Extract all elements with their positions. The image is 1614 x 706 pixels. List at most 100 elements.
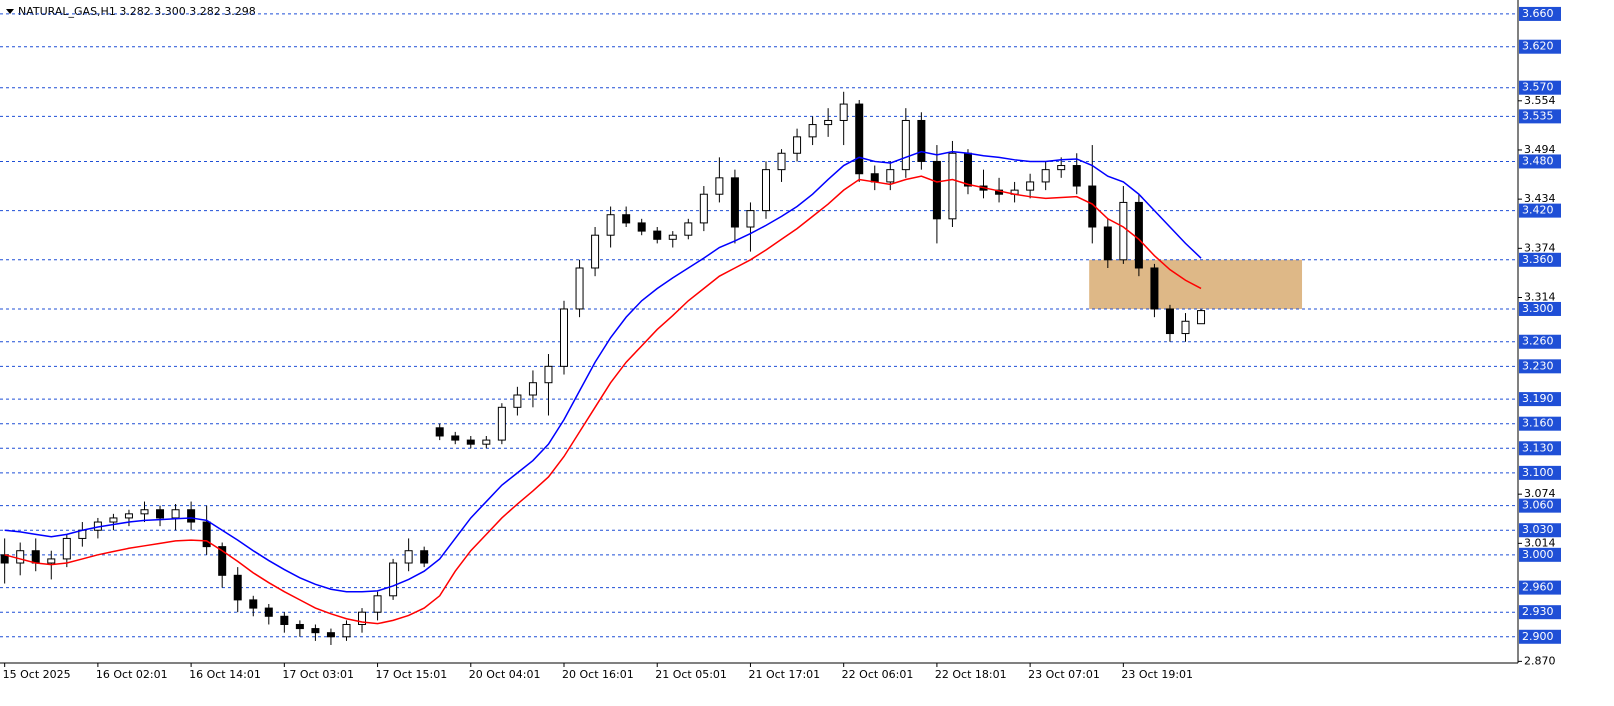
candle-body [373,595,382,613]
candle-body [730,177,739,228]
candle-body [295,623,304,630]
title-triangle [6,9,14,14]
candle-body [1165,308,1174,335]
x-tick-label: 23 Oct 19:01 [1121,668,1193,681]
candle-body [16,550,25,564]
candle-body [1181,320,1190,335]
level-box [1519,580,1561,595]
level-label: 3.130 [1522,441,1554,454]
candle-body [528,382,537,396]
candle-body [932,160,941,220]
candle-body [560,308,569,367]
level-box [1519,547,1561,562]
candle-body [1150,267,1159,310]
level-box [1519,154,1561,169]
candle-body [404,550,413,564]
candle-body [622,214,631,224]
x-tick-label: 16 Oct 02:01 [96,668,168,681]
candle-body [326,632,335,638]
x-tick-label: 15 Oct 2025 [3,668,71,681]
level-box [1519,629,1561,644]
level-label: 3.420 [1522,204,1554,217]
candle-body [761,169,770,212]
candle-body [591,234,600,269]
candle-body [513,394,522,408]
level-box [1519,39,1561,54]
candle-body [699,193,708,224]
candle-body [1197,310,1206,325]
candle-body [187,509,196,523]
x-tick-label: 23 Oct 07:01 [1028,668,1100,681]
level-box [1519,416,1561,431]
candle-body [1119,201,1128,261]
level-label: 3.100 [1522,466,1554,479]
candle-body [218,546,227,576]
candle-body [1103,226,1112,261]
candle-body [917,119,926,162]
level-box [1519,334,1561,349]
level-label: 3.160 [1522,417,1554,430]
candle-body [1072,165,1081,187]
level-box [1519,252,1561,267]
candle-body [777,152,786,171]
candle-body [668,234,677,240]
x-tick-label: 20 Oct 16:01 [562,668,634,681]
candle-body [31,550,40,564]
candle-body [606,214,615,236]
candle-body [124,513,133,519]
level-label: 2.900 [1522,630,1554,643]
level-label: 2.960 [1522,581,1554,594]
x-tick-label: 22 Oct 06:01 [842,668,914,681]
level-label: 3.230 [1522,359,1554,372]
candle-body [264,607,273,617]
y-tick-label: 3.074 [1524,487,1556,500]
x-tick-label: 22 Oct 18:01 [935,668,1007,681]
level-box [1519,392,1561,407]
candle-body [466,439,475,445]
moving-average [4,150,1202,593]
candle-body [202,521,211,548]
candle-body [156,509,165,519]
level-label: 3.260 [1522,335,1554,348]
candle-body [824,119,833,126]
candle-body [1026,181,1035,191]
candle-body [311,628,320,634]
level-box [1519,441,1561,456]
candle-body [886,169,895,183]
x-tick-label: 16 Oct 14:01 [189,668,261,681]
level-label: 3.480 [1522,154,1554,167]
candle-body [963,152,972,187]
y-tick-label: 3.554 [1524,94,1556,107]
candle-body [637,222,646,232]
y-tick-label: 3.014 [1524,536,1556,549]
level-label: 3.535 [1522,109,1554,122]
candle-body [948,152,957,220]
candle-body [653,230,662,240]
candle-body [1057,165,1066,171]
candle-body [435,427,444,437]
y-tick-label: 3.494 [1524,143,1556,156]
level-box [1519,203,1561,218]
candle-body [171,509,180,519]
x-tick-label: 21 Oct 17:01 [748,668,820,681]
candle-body [855,103,864,175]
level-label: 3.360 [1522,253,1554,266]
level-label: 2.930 [1522,605,1554,618]
level-label: 3.620 [1522,40,1554,53]
y-tick-label: 2.870 [1524,654,1556,667]
candle-body [1041,169,1050,183]
level-label: 3.570 [1522,81,1554,94]
candle-body [839,103,848,121]
candle-body [280,615,289,625]
candle-body [746,210,755,228]
level-label: 3.030 [1522,523,1554,536]
x-tick-label: 20 Oct 04:01 [469,668,541,681]
candle-body [544,365,553,384]
moving-average [4,175,1202,625]
candle-body [233,574,242,601]
candle-body [808,124,817,138]
level-box [1519,465,1561,480]
candle-body [420,550,429,564]
